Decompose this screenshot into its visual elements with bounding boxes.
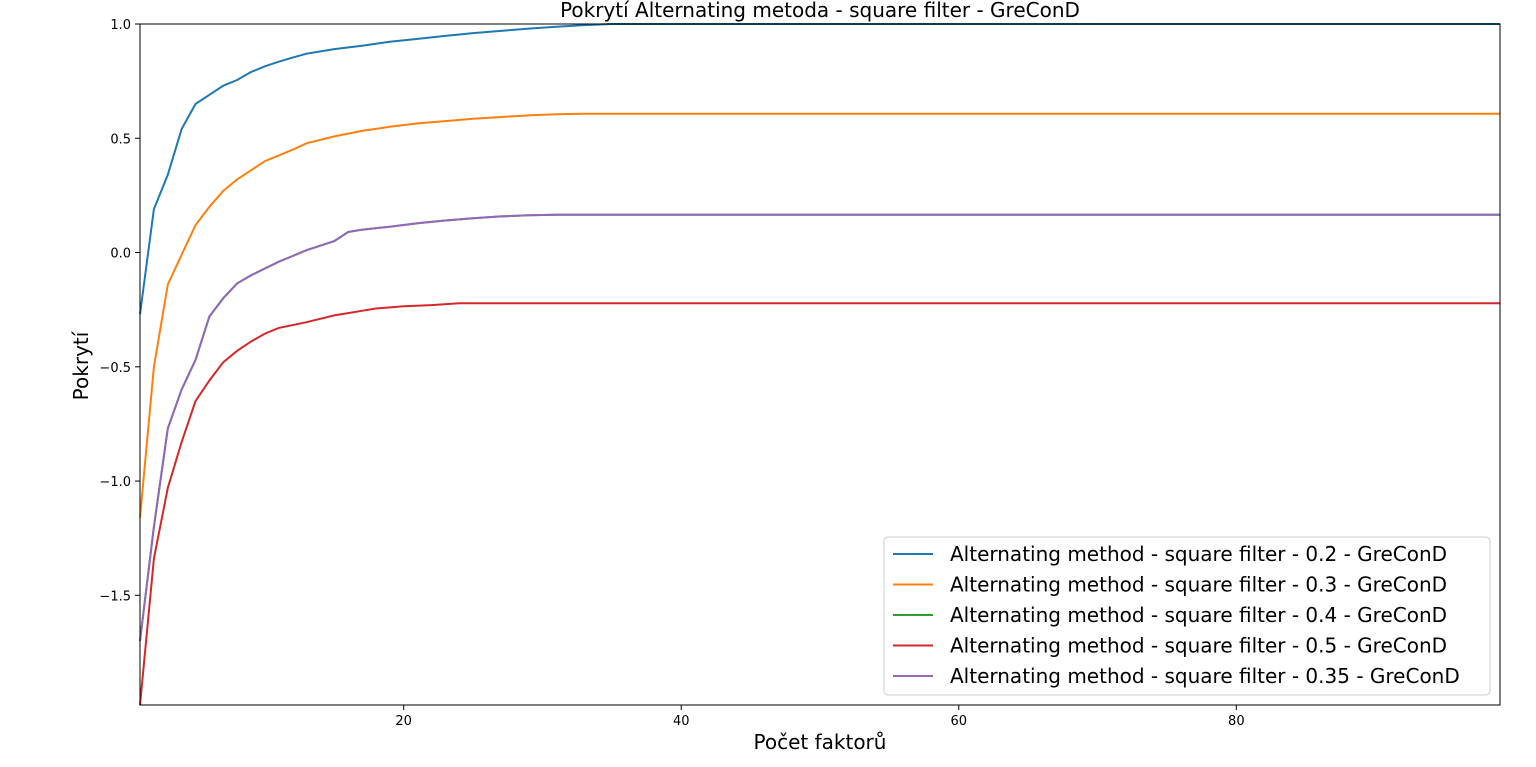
x-axis-title: Počet faktorů xyxy=(754,730,887,754)
x-tick-label: 60 xyxy=(951,714,968,729)
series-line-5 xyxy=(139,213,1500,642)
legend-box xyxy=(883,536,1491,696)
legend-label: Alternating method - square filter - 0.3… xyxy=(950,664,1460,688)
y-axis-title: Pokrytí xyxy=(69,330,93,400)
y-tick-label: −1.5 xyxy=(99,589,131,604)
legend-label: Alternating method - square filter - 0.2… xyxy=(950,542,1447,566)
x-tick-label: 20 xyxy=(395,714,412,729)
x-tick-label: 40 xyxy=(673,714,690,729)
y-tick-label: 0.0 xyxy=(110,247,131,262)
plot-frame xyxy=(139,23,1501,706)
series-line-2 xyxy=(139,112,1500,518)
y-tick-label: −1.0 xyxy=(99,475,131,490)
y-axis-ticks: 1.0 0.5 0.0 −0.5 −1.0 −1.5 xyxy=(99,18,140,604)
x-axis-ticks: 20 40 60 80 xyxy=(395,705,1245,729)
series-line-1 xyxy=(139,23,1500,315)
y-tick-label: 1.0 xyxy=(110,18,131,33)
legend-label: Alternating method - square filter - 0.5… xyxy=(950,634,1447,658)
legend: Alternating method - square filter - 0.2… xyxy=(883,536,1491,696)
legend-label: Alternating method - square filter - 0.3… xyxy=(950,573,1447,597)
y-tick-label: −0.5 xyxy=(99,361,131,376)
series-line-4 xyxy=(139,302,1500,706)
chart-title: Pokrytí Alternating metoda - square filt… xyxy=(560,0,1080,22)
plot-lines xyxy=(139,23,1500,706)
x-tick-label: 80 xyxy=(1228,714,1245,729)
y-tick-label: 0.5 xyxy=(110,132,131,147)
legend-label: Alternating method - square filter - 0.4… xyxy=(950,603,1447,627)
